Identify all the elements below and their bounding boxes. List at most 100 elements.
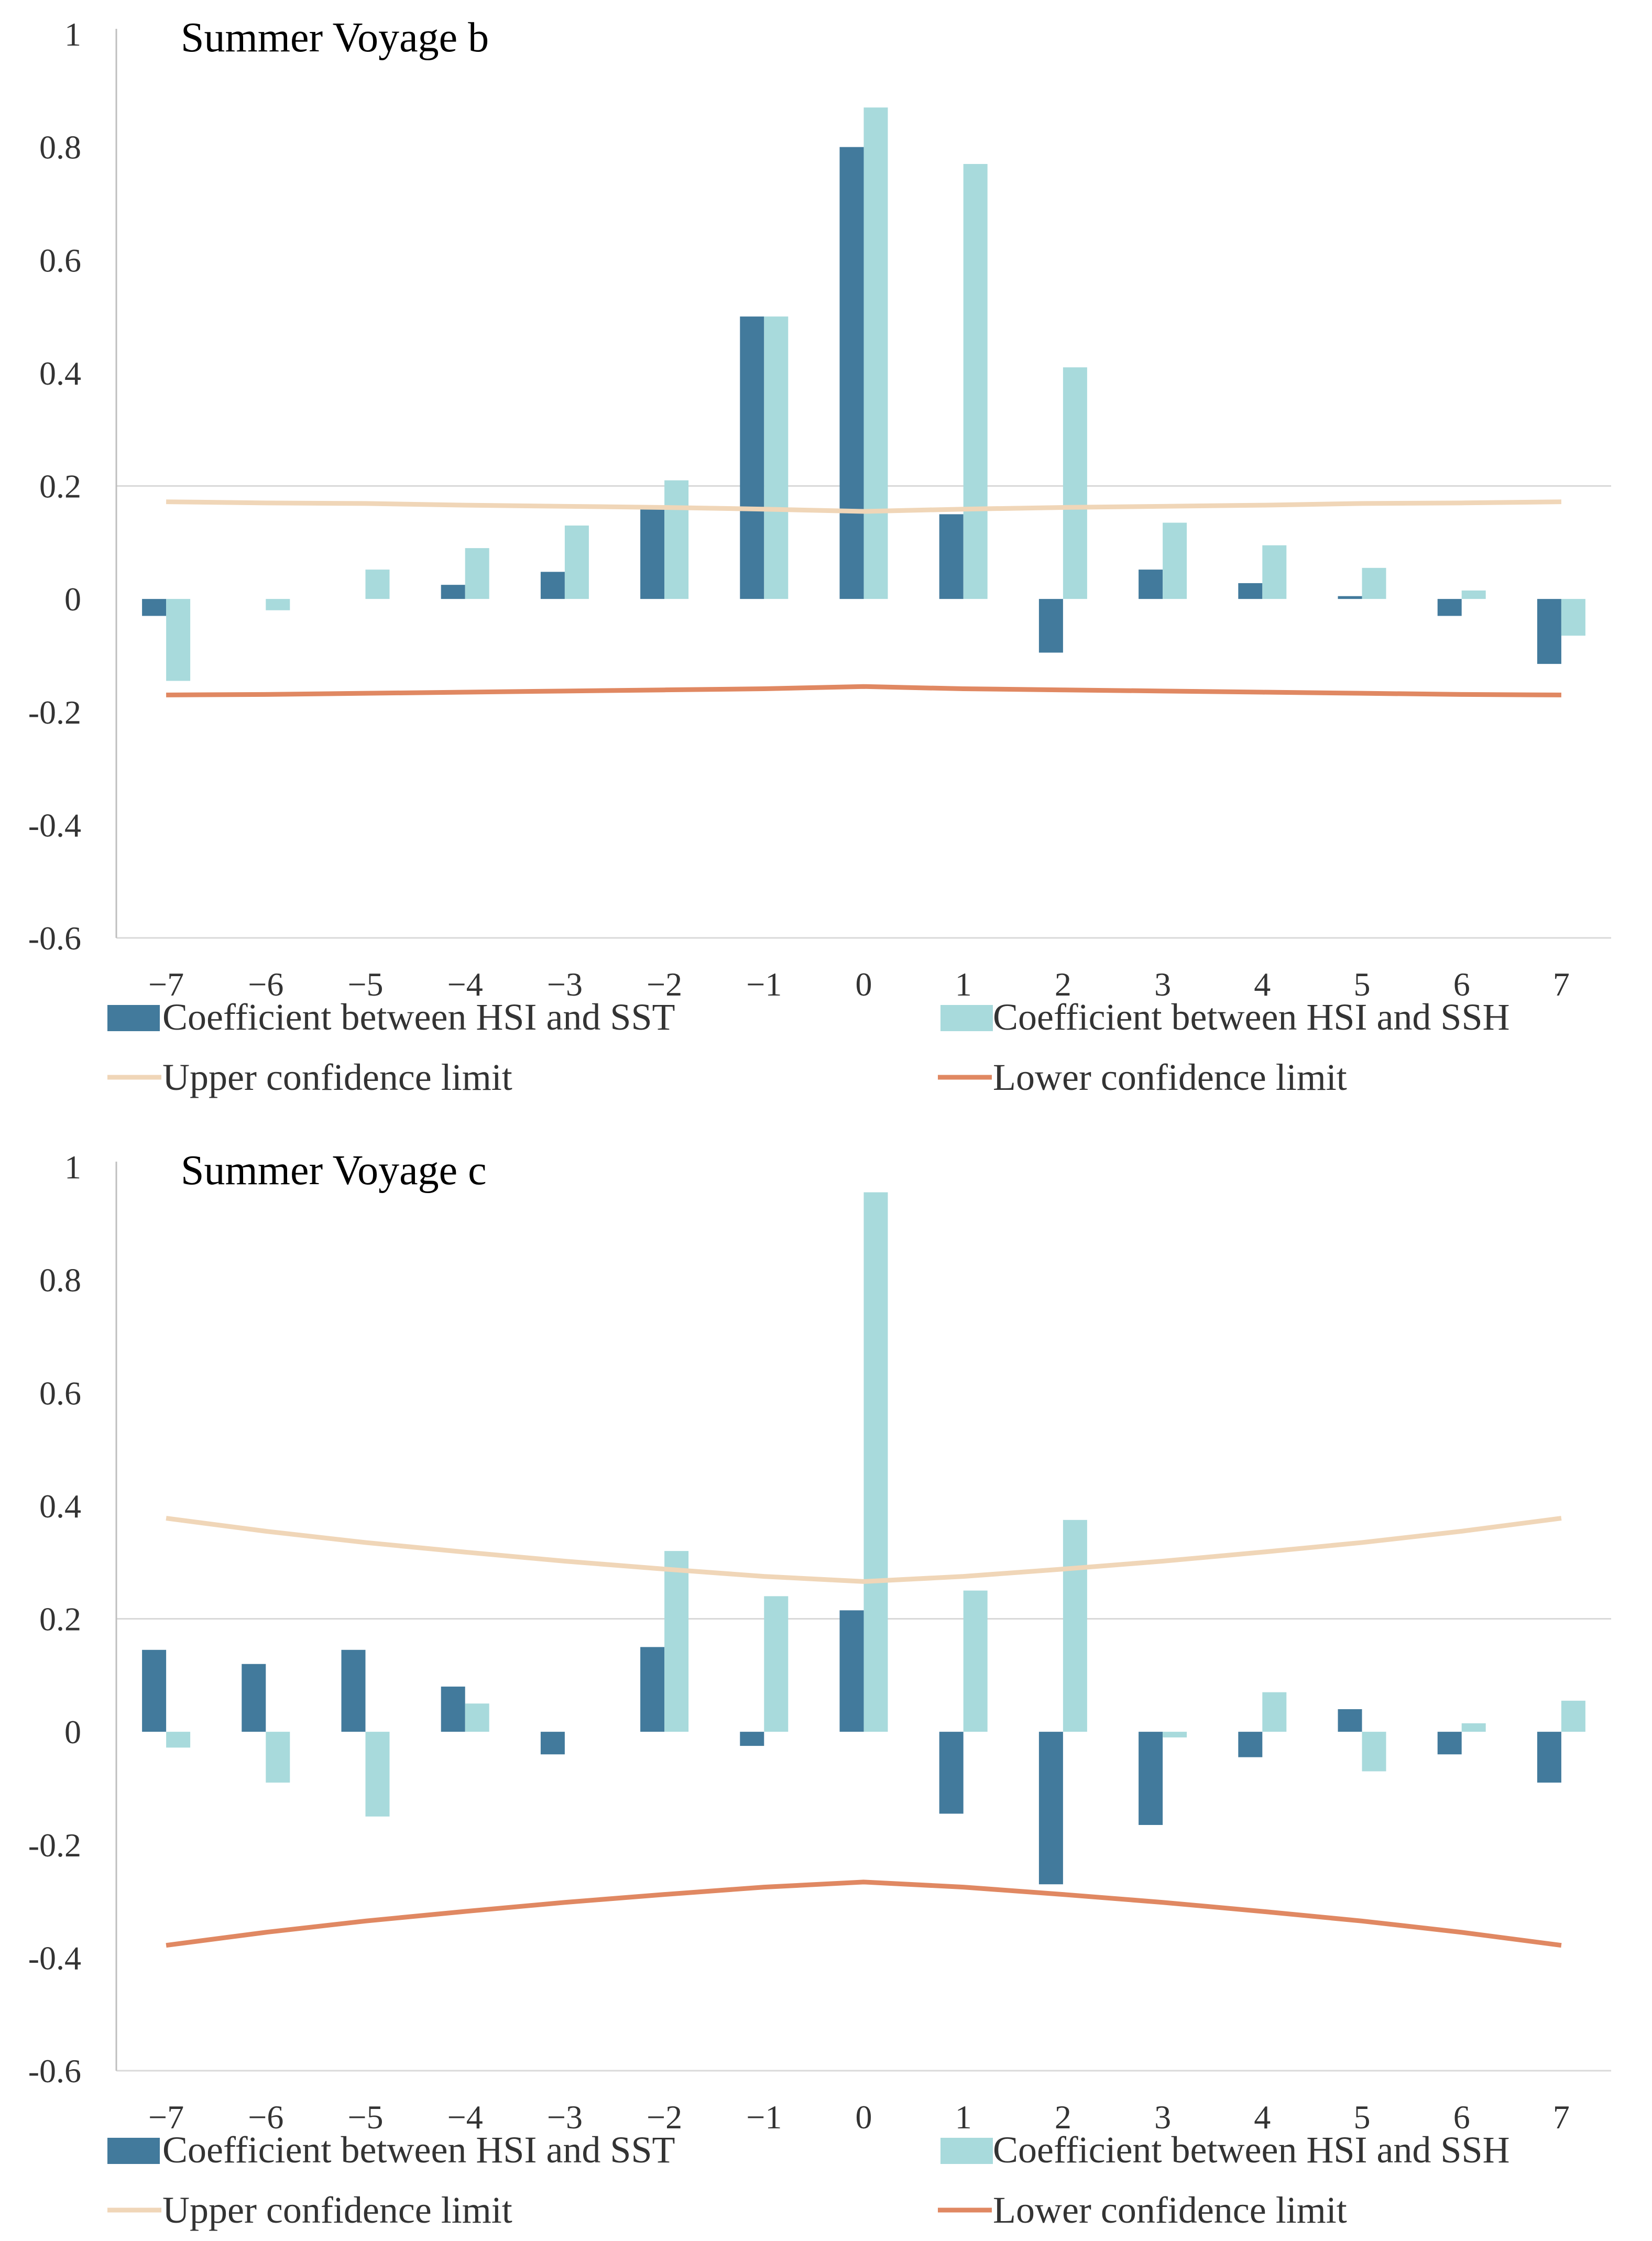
legend-label-upper: Upper confidence limit <box>162 2189 512 2231</box>
x-tick-label: −1 <box>746 2098 782 2136</box>
y-tick-label: 0.2 <box>39 1601 81 1638</box>
x-tick-label: −7 <box>148 2098 184 2136</box>
bar-ssh <box>365 1732 390 1817</box>
y-tick-label: 0 <box>64 581 81 618</box>
bar-sst <box>939 1732 964 1814</box>
y-tick-label: 0.2 <box>39 468 81 505</box>
x-tick-label: 2 <box>1055 2098 1071 2136</box>
y-axis: 1 0.8 0.6 0.4 0.2 0 -0.2 -0.4 -0.6 <box>28 16 117 957</box>
bar-ssh <box>1063 367 1087 599</box>
x-tick-label: −6 <box>248 2098 283 2136</box>
y-tick-label: 0.6 <box>39 1374 81 1412</box>
lower-confidence-line <box>166 684 1561 697</box>
x-tick-label: −2 <box>647 2098 682 2136</box>
x-tick-label: −3 <box>547 966 583 1003</box>
x-axis: −7 −6 −5 −4 −3 −2 −1 0 1 2 3 4 5 6 7 <box>148 966 1570 1003</box>
y-tick-label: 0.4 <box>39 1488 81 1525</box>
y-tick-label: -0.2 <box>28 694 81 731</box>
bar-ssh <box>664 480 689 599</box>
y-tick-label: -0.4 <box>28 1939 81 1976</box>
bar-ssh <box>266 599 290 610</box>
y-tick-label: 1 <box>64 1149 81 1186</box>
bar-ssh <box>764 316 789 599</box>
legend-swatch-ssh <box>940 1005 993 1031</box>
x-axis: −7 −6 −5 −4 −3 −2 −1 0 1 2 3 4 5 6 7 <box>148 2098 1570 2136</box>
bar-sst <box>740 1732 764 1746</box>
chart-panel-c: 10.80.60.40.20-0.2-0.4-0.6 −7 −6 −5 −4 −3 −2−… <box>28 1147 1611 2231</box>
bar-sst <box>1139 570 1163 599</box>
lower-confidence-line <box>166 1879 1562 1948</box>
y-tick-label: -0.4 <box>28 806 81 844</box>
bar-ssh <box>1362 567 1386 599</box>
bar-ssh <box>465 548 489 599</box>
x-tick-label: 3 <box>1154 966 1171 1003</box>
bar-sst <box>540 572 565 599</box>
bar-ssh <box>1362 1732 1386 1772</box>
bar-sst <box>740 316 764 599</box>
bar-ssh <box>266 1732 290 1783</box>
bar-ssh <box>1561 599 1585 636</box>
y-tick-label: 0.4 <box>39 355 81 392</box>
bar-sst <box>1038 1732 1063 1885</box>
bar-sst <box>1139 1732 1163 1825</box>
x-tick-label: −2 <box>647 966 682 1003</box>
bar-sst <box>441 585 465 599</box>
bar-sst <box>1537 1732 1561 1783</box>
x-tick-label: 5 <box>1354 2098 1371 2136</box>
y-tick-label: 0.8 <box>39 1262 81 1299</box>
x-tick-label: 6 <box>1453 2098 1470 2136</box>
y-tick-label: -0.6 <box>28 2052 81 2090</box>
y-tick-label: 0.8 <box>39 129 81 166</box>
upper-confidence-line <box>166 1516 1562 1584</box>
x-tick-label: −4 <box>447 966 483 1003</box>
bar-ssh <box>1461 1723 1486 1732</box>
bar-ssh <box>166 1732 191 1748</box>
bar-ssh <box>764 1596 789 1732</box>
chart-title: Summer Voyage c <box>181 1147 487 1194</box>
x-tick-label: 0 <box>856 966 872 1003</box>
bar-sst <box>1338 596 1362 599</box>
bar-ssh <box>863 107 888 599</box>
x-tick-label: −4 <box>447 2098 483 2136</box>
bar-ssh <box>1262 545 1287 599</box>
bar-ssh <box>963 163 988 599</box>
legend: Coefficient between HSI and SST Coeffici… <box>107 996 1509 1098</box>
bar-ssh <box>1163 522 1187 599</box>
confidence-lines <box>166 1516 1562 1948</box>
bar-sst <box>839 1610 864 1732</box>
bar-sst <box>1537 599 1561 664</box>
legend-label-sst: Coefficient between HSI and SST <box>162 2129 675 2171</box>
bar-sst <box>242 1664 266 1732</box>
x-tick-label: −5 <box>347 2098 383 2136</box>
legend-swatch-ssh <box>940 2138 993 2164</box>
bar-sst <box>142 599 167 616</box>
x-tick-label: 7 <box>1553 966 1570 1003</box>
y-axis: 1 0.8 0.6 0.4 0.2 0 -0.2 -0.4 -0.6 <box>28 1149 117 2090</box>
x-tick-label: 4 <box>1254 966 1271 1003</box>
bar-ssh <box>365 570 390 599</box>
bar-ssh <box>1461 590 1486 599</box>
legend-label-lower: Lower confidence limit <box>993 1056 1347 1098</box>
y-tick-label: -0.6 <box>28 920 81 957</box>
x-tick-label: 2 <box>1055 966 1071 1003</box>
confidence-lines <box>166 499 1561 697</box>
legend-label-lower: Lower confidence limit <box>993 2189 1347 2231</box>
x-tick-label: −7 <box>148 966 184 1003</box>
bar-ssh <box>1063 1519 1087 1732</box>
x-tick-label: 1 <box>955 2098 972 2136</box>
x-tick-label: 1 <box>955 966 972 1003</box>
bar-sst <box>341 1649 366 1732</box>
bar-sst <box>839 147 864 599</box>
bar-sst <box>441 1686 465 1732</box>
bar-sst <box>1238 583 1263 599</box>
x-tick-label: 4 <box>1254 2098 1271 2136</box>
bar-sst <box>1338 1709 1362 1732</box>
bar-sst <box>1437 599 1462 616</box>
x-tick-label: 0 <box>856 2098 872 2136</box>
bars <box>142 107 1585 681</box>
y-tick-label: 0.6 <box>39 242 81 279</box>
bar-sst <box>540 1732 565 1755</box>
legend-label-upper: Upper confidence limit <box>162 1056 512 1098</box>
bar-ssh <box>1561 1700 1585 1732</box>
